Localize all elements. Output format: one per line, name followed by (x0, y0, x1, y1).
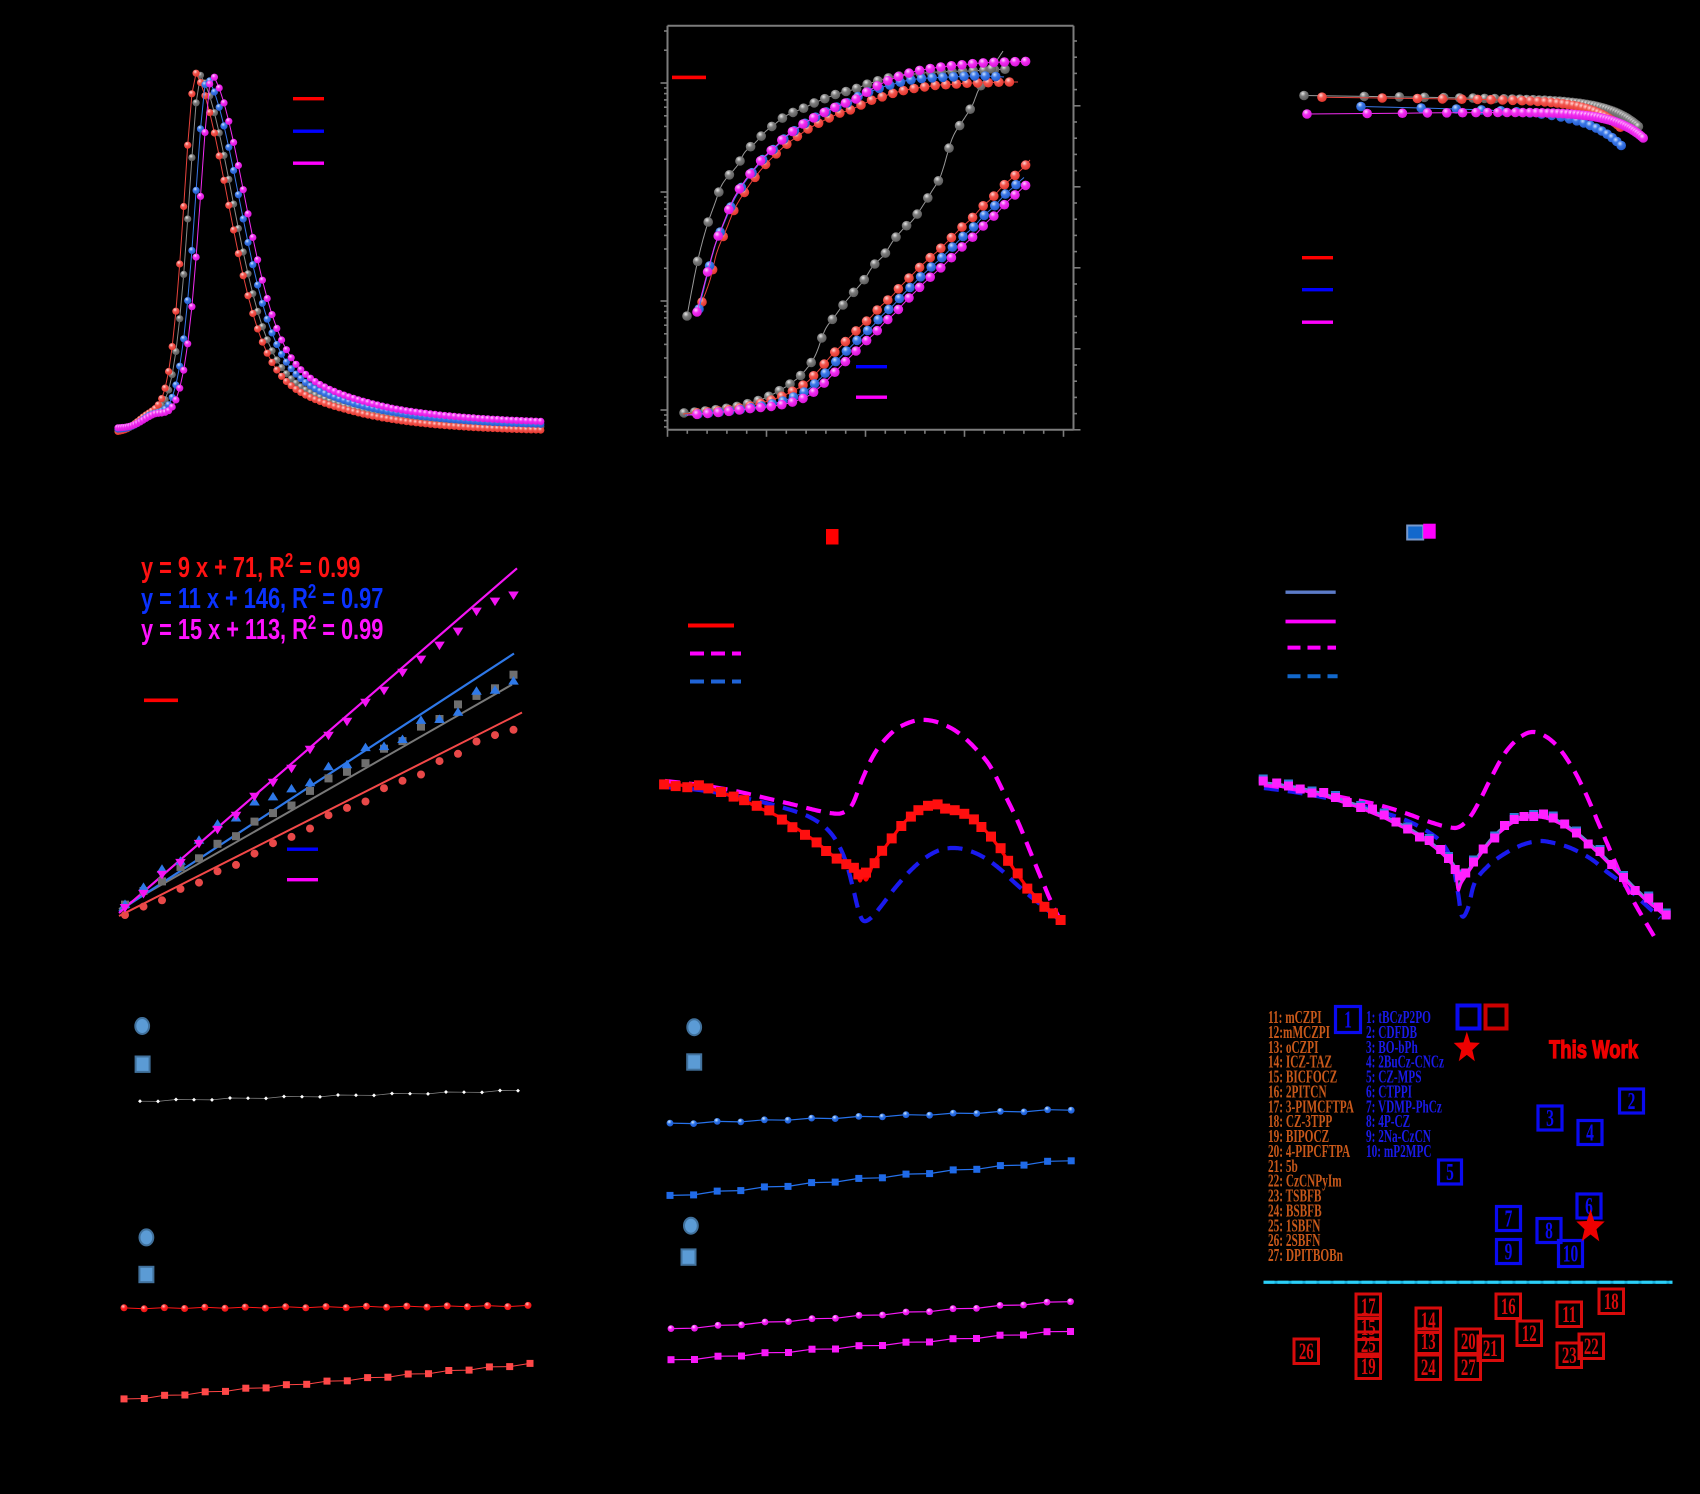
svg-text:14: ICZ-TAZ: 14: ICZ-TAZ (1268, 1053, 1332, 1072)
svg-text:7: 7 (1505, 1206, 1513, 1232)
svg-text:This Work: This Work (1549, 1035, 1639, 1063)
svg-text:6: CTPPI: 6: CTPPI (1366, 1083, 1412, 1102)
svg-text:20: 20 (1461, 1330, 1476, 1355)
svg-text:19: 19 (1361, 1355, 1376, 1380)
svg-text:16: 16 (1501, 1295, 1516, 1320)
svg-text:24: 24 (1421, 1356, 1436, 1381)
svg-text:10: mP2MPC: 10: mP2MPC (1366, 1143, 1431, 1162)
svg-text:y = 9 x + 71, R2 = 0.99: y = 9 x + 71, R2 = 0.99 (141, 549, 360, 584)
svg-text:19: BIPOCZ: 19: BIPOCZ (1268, 1128, 1329, 1147)
svg-text:11: mCZPI: 11: mCZPI (1268, 1009, 1322, 1028)
svg-text:5: 5 (1446, 1160, 1454, 1186)
svg-text:20: 4-PIPCFTPA: 20: 4-PIPCFTPA (1268, 1143, 1350, 1162)
svg-text:27: 27 (1461, 1356, 1476, 1381)
svg-text:1: 1 (1344, 1007, 1352, 1033)
svg-text:4: 2BuCz-CNCz: 4: 2BuCz-CNCz (1366, 1053, 1444, 1072)
svg-text:25: 25 (1361, 1333, 1376, 1358)
svg-text:2: 2 (1628, 1089, 1636, 1115)
svg-text:13: 13 (1421, 1330, 1436, 1355)
svg-text:25: 1SBFN: 25: 1SBFN (1268, 1217, 1321, 1236)
svg-text:9: 2Na-CzCN: 9: 2Na-CzCN (1366, 1128, 1431, 1147)
svg-text:12:mMCZPI: 12:mMCZPI (1268, 1024, 1330, 1043)
svg-text:18: CZ-3TPP: 18: CZ-3TPP (1268, 1113, 1332, 1132)
svg-text:y = 15 x + 113, R2 = 0.99: y = 15 x + 113, R2 = 0.99 (141, 611, 383, 646)
svg-text:12: 12 (1522, 1322, 1537, 1347)
svg-text:23: TSBFB: 23: TSBFB (1268, 1187, 1322, 1206)
svg-text:8: 8 (1545, 1218, 1553, 1244)
svg-text:18: 18 (1604, 1290, 1619, 1315)
svg-text:17: 3-PIMCFTPA: 17: 3-PIMCFTPA (1268, 1098, 1354, 1117)
svg-text:7: VDMP-PhCz: 7: VDMP-PhCz (1366, 1098, 1442, 1117)
svg-text:22: CzCNPyIm: 22: CzCNPyIm (1268, 1172, 1342, 1191)
svg-text:13: oCZPI: 13: oCZPI (1268, 1038, 1319, 1057)
svg-text:2: CDFDB: 2: CDFDB (1366, 1024, 1417, 1043)
svg-text:4: 4 (1586, 1120, 1594, 1146)
svg-text:23: 23 (1562, 1344, 1577, 1369)
svg-text:3: 3 (1546, 1106, 1554, 1132)
svg-text:11: 11 (1562, 1303, 1576, 1328)
svg-text:22: 22 (1584, 1335, 1599, 1360)
svg-text:10: 10 (1563, 1241, 1578, 1267)
svg-text:3: BO-bPh: 3: BO-bPh (1366, 1038, 1418, 1057)
svg-text:9: 9 (1505, 1239, 1513, 1265)
svg-text:27: DPITBOBn: 27: DPITBOBn (1268, 1247, 1343, 1266)
svg-text:5: CZ-MPS: 5: CZ-MPS (1366, 1068, 1421, 1087)
svg-text:8: 4P-CZ: 8: 4P-CZ (1366, 1113, 1410, 1132)
svg-text:y = 11 x + 146, R2 = 0.97: y = 11 x + 146, R2 = 0.97 (141, 580, 383, 615)
svg-text:26: 26 (1299, 1340, 1314, 1365)
svg-text:21: 5b: 21: 5b (1268, 1158, 1298, 1177)
svg-text:24: BSBFB: 24: BSBFB (1268, 1202, 1322, 1221)
svg-text:15: BICFOCZ: 15: BICFOCZ (1268, 1068, 1337, 1087)
svg-text:6: 6 (1585, 1194, 1593, 1220)
svg-text:1: tBCzP2PO: 1: tBCzP2PO (1366, 1009, 1431, 1028)
svg-text:21: 21 (1483, 1337, 1498, 1362)
svg-text:15: 15 (1361, 1316, 1376, 1341)
svg-text:16: 2PITCN: 16: 2PITCN (1268, 1083, 1327, 1102)
svg-text:26: 2SBFN: 26: 2SBFN (1268, 1232, 1321, 1251)
